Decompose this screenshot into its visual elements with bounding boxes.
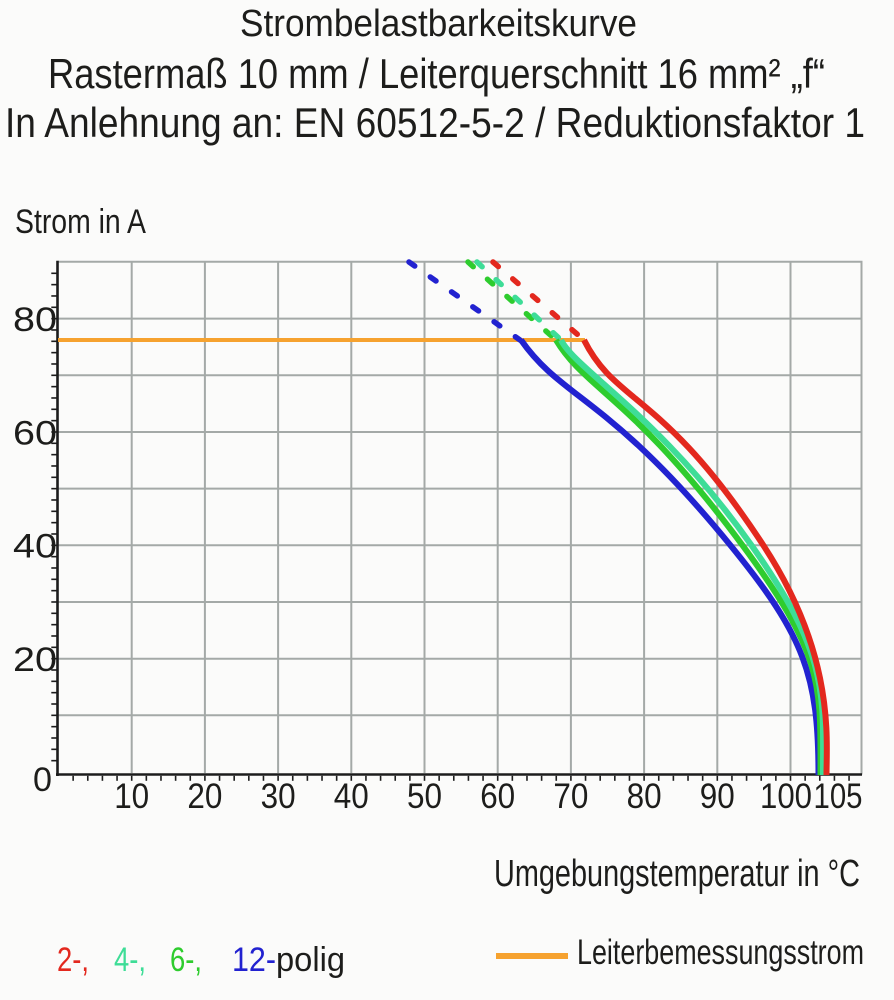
svg-text:60: 60 bbox=[13, 414, 57, 452]
svg-text:105: 105 bbox=[814, 776, 863, 816]
svg-text:Strombelastbarkeitskurve: Strombelastbarkeitskurve bbox=[240, 3, 637, 45]
svg-text:50: 50 bbox=[407, 776, 442, 816]
svg-text:Leiterbemessungsstrom: Leiterbemessungsstrom bbox=[577, 933, 864, 972]
svg-text:30: 30 bbox=[261, 776, 296, 816]
svg-text:100: 100 bbox=[760, 776, 812, 816]
svg-text:20: 20 bbox=[13, 641, 57, 679]
svg-text:40: 40 bbox=[334, 776, 369, 816]
svg-text:Umgebungstemperatur in °C: Umgebungstemperatur in °C bbox=[494, 853, 860, 895]
svg-text:12-: 12- bbox=[232, 941, 276, 979]
svg-text:70: 70 bbox=[553, 776, 588, 816]
svg-text:80: 80 bbox=[13, 301, 57, 339]
svg-text:polig: polig bbox=[276, 941, 345, 979]
svg-text:60: 60 bbox=[480, 776, 515, 816]
svg-text:90: 90 bbox=[700, 776, 735, 816]
svg-text:6-,: 6-, bbox=[170, 941, 202, 979]
svg-text:20: 20 bbox=[187, 776, 222, 816]
svg-text:80: 80 bbox=[627, 776, 662, 816]
svg-text:0: 0 bbox=[33, 761, 52, 799]
svg-text:In Anlehnung an: EN 60512-5-2: In Anlehnung an: EN 60512-5-2 / Reduktio… bbox=[5, 99, 865, 146]
svg-text:40: 40 bbox=[13, 528, 57, 566]
svg-text:2-,: 2-, bbox=[57, 941, 89, 979]
svg-text:4-,: 4-, bbox=[114, 941, 146, 979]
svg-text:Strom in A: Strom in A bbox=[15, 203, 146, 241]
svg-text:10: 10 bbox=[114, 776, 149, 816]
svg-text:Rastermaß 10 mm / Leiterquersc: Rastermaß 10 mm / Leiterquerschnitt 16 m… bbox=[48, 50, 825, 97]
